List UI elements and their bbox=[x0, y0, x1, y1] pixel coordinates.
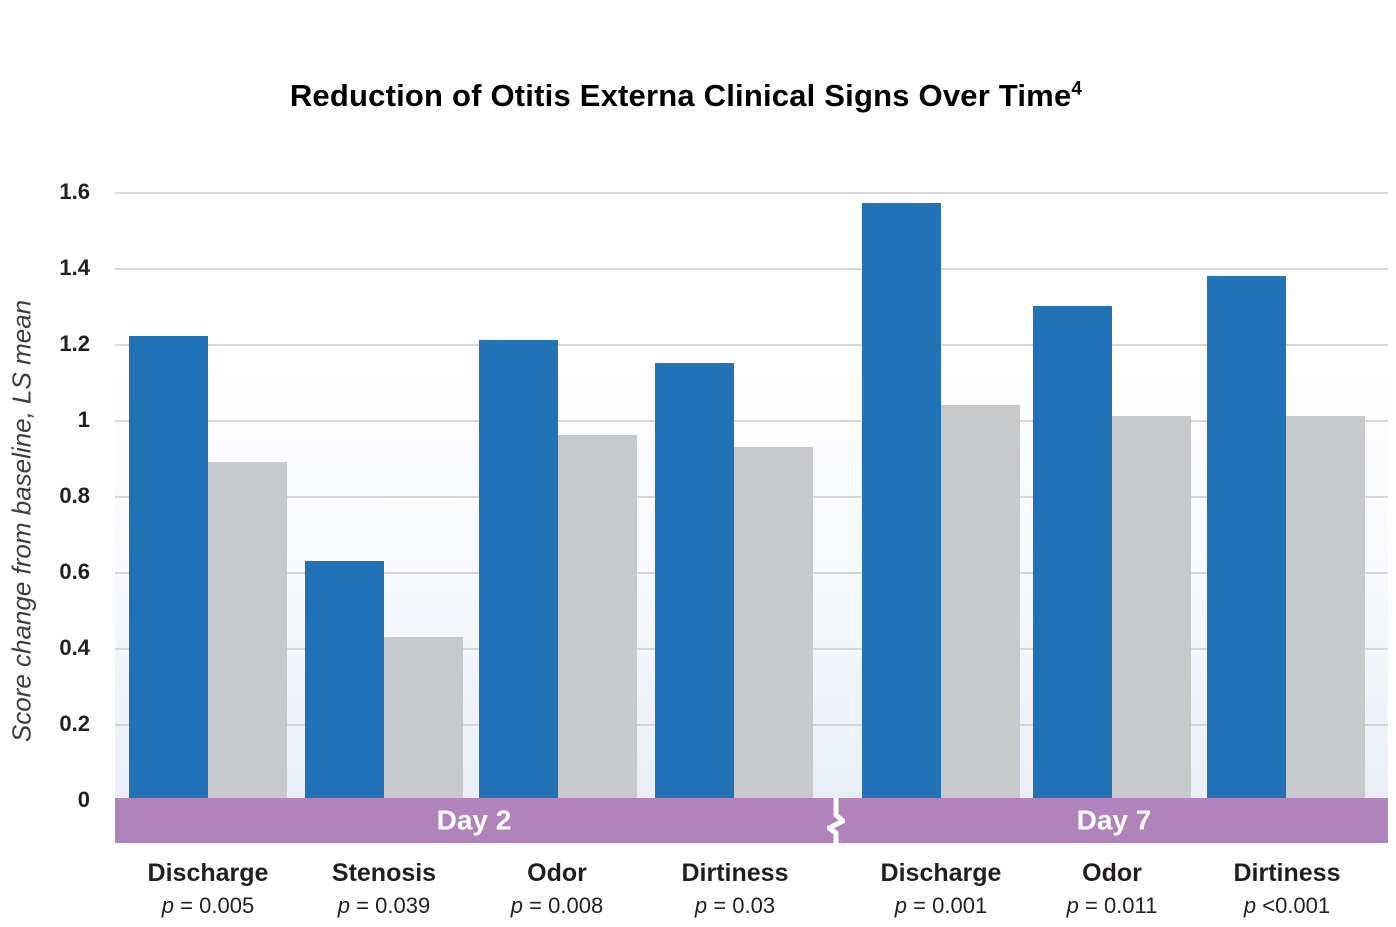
clinical-sign-label: Stenosis bbox=[331, 859, 437, 887]
clinical-sign-label: Discharge bbox=[147, 859, 269, 887]
axis-break-icon bbox=[827, 798, 845, 843]
chart-title-superscript: 4 bbox=[1071, 78, 1083, 100]
x-group-label-discharge-day7: Discharge p = 0.001 bbox=[821, 858, 1061, 919]
p-value-label: p = 0.03 bbox=[694, 893, 776, 918]
x-group-label-discharge-day2: Discharge p = 0.005 bbox=[88, 858, 328, 919]
y-axis-title: Score change from baseline, LS mean bbox=[6, 299, 37, 743]
bar-blue-dirtiness-day2 bbox=[655, 363, 734, 800]
bar-gray-dirtiness-day2 bbox=[734, 447, 813, 800]
p-value-label: p = 0.005 bbox=[161, 893, 255, 918]
clinical-sign-label: Dirtiness bbox=[1233, 859, 1341, 887]
bar-blue-stenosis-day2 bbox=[305, 561, 384, 800]
bar-gray-odor-day2 bbox=[558, 435, 637, 800]
x-group-label-stenosis-day2: Stenosis p = 0.039 bbox=[264, 858, 504, 919]
x-group-label-dirtiness-day2: Dirtiness p = 0.03 bbox=[615, 858, 855, 919]
bar-gray-discharge-day7 bbox=[941, 405, 1020, 800]
clinical-sign-label: Discharge bbox=[880, 859, 1002, 887]
p-value-label: p = 0.011 bbox=[1066, 893, 1158, 918]
bar-blue-odor-day7 bbox=[1033, 306, 1112, 800]
y-tick-label: 1.6 bbox=[59, 179, 90, 204]
plot-area bbox=[115, 192, 1388, 800]
bar-gray-dirtiness-day7 bbox=[1286, 416, 1365, 800]
clinical-sign-label: Dirtiness bbox=[681, 859, 789, 887]
y-tick-label: 0.2 bbox=[59, 711, 90, 736]
gridline bbox=[115, 420, 1388, 422]
day2-band-label: Day 2 bbox=[436, 803, 512, 835]
day7-band-label: Day 7 bbox=[1076, 803, 1152, 835]
p-value-label: p = 0.001 bbox=[894, 893, 988, 918]
chart-title-text: Reduction of Otitis Externa Clinical Sig… bbox=[289, 78, 1072, 113]
gridline bbox=[115, 192, 1388, 194]
p-value-label: p = 0.039 bbox=[337, 893, 431, 918]
y-tick-label: 1 bbox=[77, 407, 90, 432]
bar-blue-odor-day2 bbox=[479, 340, 558, 800]
bar-gray-stenosis-day2 bbox=[384, 637, 463, 800]
bar-gray-discharge-day2 bbox=[208, 462, 287, 800]
y-tick-label: 0 bbox=[77, 787, 90, 812]
x-group-label-dirtiness-day7: Dirtiness p <0.001 bbox=[1167, 858, 1396, 919]
chart-title: Reduction of Otitis Externa Clinical Sig… bbox=[0, 78, 1372, 114]
clinical-sign-label: Odor bbox=[527, 859, 587, 887]
y-tick-label: 0.6 bbox=[59, 559, 90, 584]
gridline bbox=[115, 344, 1388, 346]
bar-blue-discharge-day7 bbox=[862, 203, 941, 800]
clinical-sign-label: Odor bbox=[1082, 859, 1142, 887]
y-tick-label: 0.8 bbox=[59, 483, 90, 508]
bar-gray-odor-day7 bbox=[1112, 416, 1191, 800]
x-group-label-odor-day7: Odor p = 0.011 bbox=[992, 858, 1232, 919]
y-tick-label: 1.2 bbox=[59, 331, 90, 356]
gridline bbox=[115, 268, 1388, 270]
x-group-label-odor-day2: Odor p = 0.008 bbox=[437, 858, 677, 919]
bar-blue-discharge-day2 bbox=[129, 336, 208, 800]
bar-blue-dirtiness-day7 bbox=[1207, 276, 1286, 800]
p-value-label: p = 0.008 bbox=[510, 893, 604, 918]
p-value-label: p <0.001 bbox=[1243, 893, 1331, 918]
y-tick-label: 0.4 bbox=[59, 635, 90, 660]
day-band: Day 2 Day 7 bbox=[115, 798, 1388, 843]
y-tick-label: 1.4 bbox=[59, 255, 90, 280]
